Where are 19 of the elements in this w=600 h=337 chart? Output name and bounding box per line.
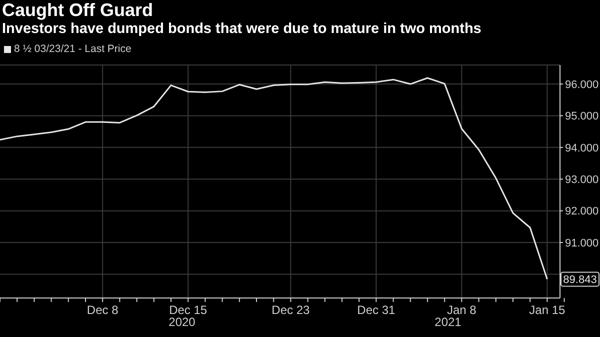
- y-tick-label: 93.000: [565, 174, 599, 186]
- legend-label: 8 ½ 03/23/21 - Last Price: [13, 43, 132, 55]
- y-tick-label: 95.000: [565, 110, 599, 123]
- y-tick-label: 94.000: [565, 142, 599, 154]
- data-label: 89.843: [563, 274, 597, 286]
- x-tick-label: Dec 15: [169, 303, 208, 317]
- line-series: [0, 77, 548, 280]
- x-tick-label: Dec 8: [86, 303, 119, 317]
- text: 2021: [434, 315, 462, 329]
- x-tick-label: Jan 8: [447, 303, 477, 317]
- y-tick-label: 91.000: [565, 237, 599, 250]
- y-tick-label: 96.000: [565, 78, 599, 91]
- x-tick-label: Dec 23: [272, 303, 310, 317]
- text: 2020: [168, 315, 196, 329]
- x-tick-label: Jan 15: [529, 303, 566, 317]
- y-tick-label: 92.000: [565, 206, 599, 218]
- chart-subtitle: Investors have dumped bonds that were due to mature in two months: [2, 21, 482, 37]
- x-tick-label: Dec 31: [357, 303, 396, 317]
- chart-title: Caught Off Guard: [2, 0, 153, 21]
